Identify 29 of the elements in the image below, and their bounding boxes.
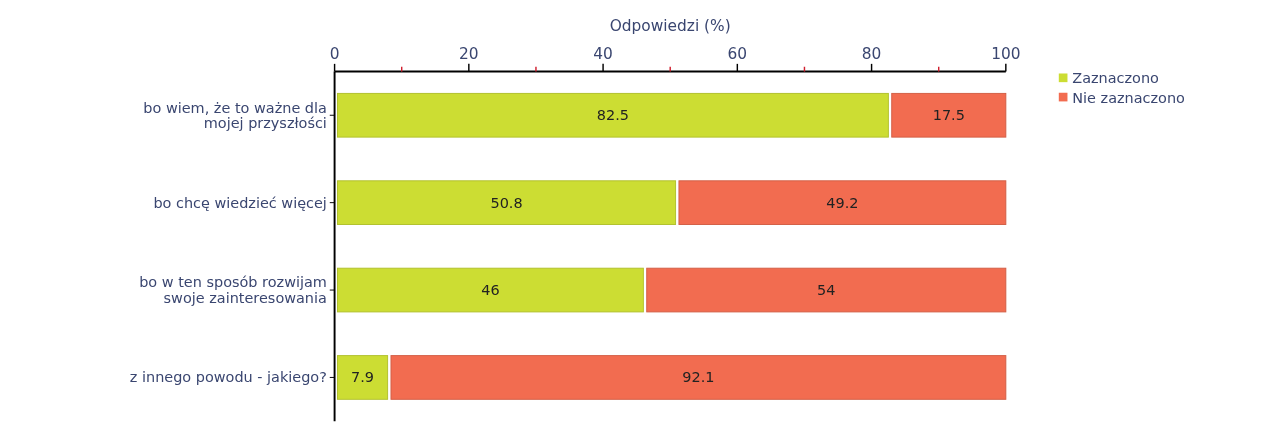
- data-label: 54: [817, 282, 836, 299]
- bar: [336, 92, 889, 138]
- bar: [891, 92, 1007, 138]
- x-tick-label: 80: [861, 45, 882, 64]
- data-label: 7.9: [351, 369, 375, 386]
- bar: [646, 267, 1007, 313]
- x-tick-label: 0: [329, 45, 340, 64]
- y-tick-label: bo w ten sposób rozwijam swoje zainteresowania: [139, 274, 327, 306]
- data-label: 46: [481, 282, 500, 299]
- x-tick-label: 20: [459, 45, 479, 64]
- data-label: 50.8: [490, 194, 523, 211]
- bar: [336, 180, 677, 225]
- x-tick-label: 60: [727, 45, 748, 64]
- x-axis-title: Odpowiedzi (%): [609, 17, 731, 36]
- y-tick-label: bo wiem, że to ważne dla mojej przyszłości: [143, 99, 327, 132]
- legend-label: Nie zaznaczono: [1072, 89, 1186, 106]
- x-tick-label: 40: [593, 45, 613, 64]
- bar: [336, 267, 644, 313]
- data-label: 92.1: [682, 369, 715, 386]
- legend-label: Zaznaczono: [1072, 70, 1160, 87]
- y-tick-label: z innego powodu - jakiego?: [129, 369, 327, 386]
- data-label: 49.2: [826, 194, 859, 211]
- x-tick-label: 100: [991, 45, 1021, 64]
- bar: [336, 355, 389, 400]
- data-label: 17.5: [932, 107, 965, 124]
- bar: [390, 355, 1007, 400]
- data-label: 82.5: [596, 107, 629, 124]
- y-tick-label: bo chcę wiedzieć więcej: [153, 194, 327, 211]
- bar: [678, 180, 1007, 225]
